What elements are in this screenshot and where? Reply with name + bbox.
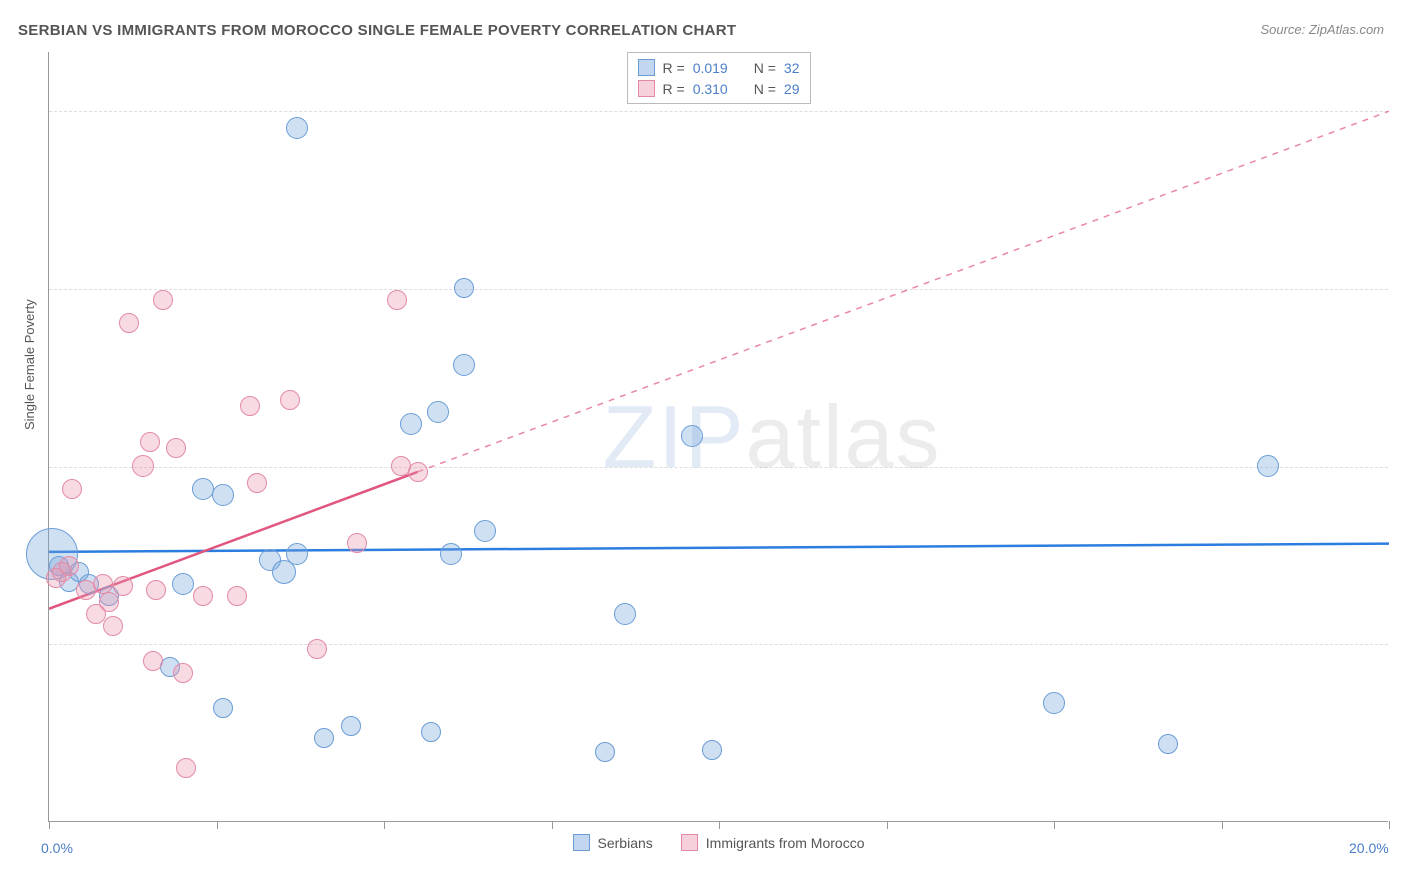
legend-N-label: N = [754, 81, 776, 97]
data-point-morocco [143, 651, 163, 671]
data-point-serbians [614, 603, 636, 625]
data-point-serbians [272, 560, 296, 584]
data-point-serbians [1257, 455, 1279, 477]
x-tick [384, 821, 385, 829]
legend-R-label: R = [663, 81, 685, 97]
data-point-morocco [408, 462, 428, 482]
data-point-serbians [427, 401, 449, 423]
legend-R-morocco: 0.310 [693, 81, 728, 97]
legend-R-serbians: 0.019 [693, 60, 728, 76]
x-tick [719, 821, 720, 829]
source-label: Source: ZipAtlas.com [1260, 22, 1384, 37]
legend-swatch-morocco [681, 834, 698, 851]
legend-item-morocco: Immigrants from Morocco [681, 834, 865, 851]
legend-stats-row-morocco: R = 0.310 N = 29 [638, 78, 800, 99]
data-point-morocco [176, 758, 196, 778]
watermark-atlas: atlas [746, 387, 942, 486]
trend-lines [49, 52, 1389, 822]
data-point-morocco [62, 479, 82, 499]
legend-label-morocco: Immigrants from Morocco [706, 835, 865, 851]
data-point-serbians [454, 278, 474, 298]
legend-swatch-serbians [573, 834, 590, 851]
legend-R-label: R = [663, 60, 685, 76]
data-point-morocco [173, 663, 193, 683]
x-tick [217, 821, 218, 829]
legend-label-serbians: Serbians [598, 835, 653, 851]
data-point-serbians [172, 573, 194, 595]
x-tick [1389, 821, 1390, 829]
legend-N-label: N = [754, 60, 776, 76]
data-point-serbians [314, 728, 334, 748]
y-tick-label: 60.0% [1398, 102, 1406, 118]
data-point-morocco [387, 290, 407, 310]
data-point-morocco [347, 533, 367, 553]
data-point-serbians [341, 716, 361, 736]
data-point-morocco [113, 576, 133, 596]
data-point-serbians [453, 354, 475, 376]
data-point-serbians [400, 413, 422, 435]
data-point-morocco [166, 438, 186, 458]
data-point-morocco [247, 473, 267, 493]
data-point-serbians [595, 742, 615, 762]
legend-series: Serbians Immigrants from Morocco [573, 834, 865, 851]
legend-item-serbians: Serbians [573, 834, 653, 851]
data-point-serbians [702, 740, 722, 760]
x-tick [1054, 821, 1055, 829]
chart-container: SERBIAN VS IMMIGRANTS FROM MOROCCO SINGL… [0, 0, 1406, 892]
grid-line [49, 111, 1388, 112]
data-point-morocco [240, 396, 260, 416]
data-point-morocco [132, 455, 154, 477]
watermark-zip: ZIP [603, 387, 746, 486]
data-point-morocco [59, 556, 79, 576]
watermark: ZIPatlas [603, 386, 942, 488]
y-tick-label: 45.0% [1398, 280, 1406, 296]
data-point-serbians [421, 722, 441, 742]
legend-swatch-morocco [638, 80, 655, 97]
data-point-serbians [213, 698, 233, 718]
data-point-morocco [153, 290, 173, 310]
legend-N-serbians: 32 [784, 60, 800, 76]
data-point-serbians [192, 478, 214, 500]
x-tick [552, 821, 553, 829]
chart-title: SERBIAN VS IMMIGRANTS FROM MOROCCO SINGL… [18, 22, 736, 39]
data-point-morocco [146, 580, 166, 600]
data-point-morocco [227, 586, 247, 606]
legend-swatch-serbians [638, 59, 655, 76]
data-point-serbians [1043, 692, 1065, 714]
x-tick [1222, 821, 1223, 829]
data-point-morocco [307, 639, 327, 659]
data-point-serbians [286, 117, 308, 139]
x-tick-label: 20.0% [1349, 840, 1389, 856]
grid-line [49, 467, 1388, 468]
data-point-morocco [140, 432, 160, 452]
plot-area: ZIPatlas R = 0.019 N = 32 R = 0.310 N = … [48, 52, 1388, 822]
data-point-morocco [280, 390, 300, 410]
x-tick [49, 821, 50, 829]
data-point-serbians [440, 543, 462, 565]
grid-line [49, 644, 1388, 645]
legend-N-morocco: 29 [784, 81, 800, 97]
data-point-serbians [681, 425, 703, 447]
grid-line [49, 289, 1388, 290]
data-point-morocco [103, 616, 123, 636]
data-point-morocco [119, 313, 139, 333]
x-tick [887, 821, 888, 829]
data-point-morocco [193, 586, 213, 606]
y-tick-label: 15.0% [1398, 635, 1406, 651]
data-point-serbians [212, 484, 234, 506]
x-tick-label: 0.0% [41, 840, 73, 856]
y-tick-label: 30.0% [1398, 458, 1406, 474]
data-point-serbians [1158, 734, 1178, 754]
legend-stats-row-serbians: R = 0.019 N = 32 [638, 57, 800, 78]
legend-stats: R = 0.019 N = 32 R = 0.310 N = 29 [627, 52, 811, 104]
y-axis-label: Single Female Poverty [22, 299, 37, 430]
data-point-serbians [474, 520, 496, 542]
